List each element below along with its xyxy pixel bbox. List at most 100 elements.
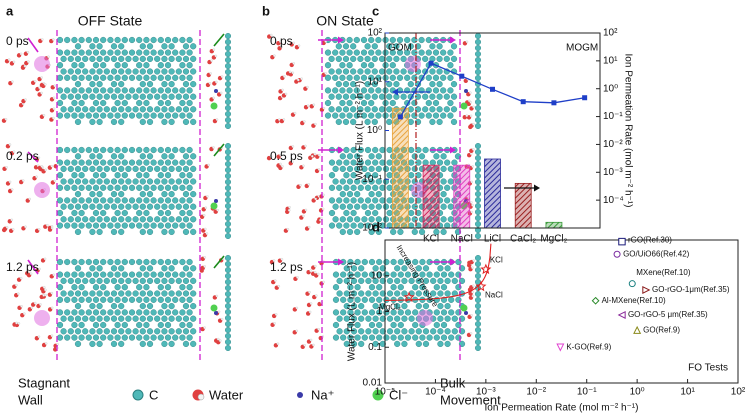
carbon-atom <box>121 62 128 69</box>
carbon-atom <box>353 36 360 44</box>
carbon-atom <box>164 334 172 341</box>
carbon-atom <box>60 106 67 113</box>
electrode-atom <box>475 122 482 129</box>
carbon-atom <box>92 334 100 341</box>
carbon-atom <box>71 146 78 154</box>
carbon-atom <box>125 315 132 322</box>
point-label: GO-rGO-5 μm(Ref.35) <box>628 310 708 319</box>
carbon-atom <box>182 68 190 75</box>
carbon-atom <box>136 309 143 316</box>
carbon-atom <box>354 321 361 329</box>
bar <box>422 164 440 229</box>
water-hydrogen <box>465 40 469 44</box>
carbon-atom <box>100 74 107 81</box>
carbon-atom <box>157 222 164 229</box>
water-hydrogen <box>277 284 281 288</box>
carbon-atom <box>328 159 336 166</box>
carbon-atom <box>179 309 186 316</box>
water-hydrogen <box>15 283 18 287</box>
carbon-atom <box>103 290 110 297</box>
carbon-atom <box>60 93 67 100</box>
point-label: MXene(Ref.10) <box>636 268 691 277</box>
carbon-atom <box>89 118 96 126</box>
carbon-atom <box>179 172 186 179</box>
carbon-atom <box>404 309 412 316</box>
carbon-atom <box>378 55 386 63</box>
carbon-atom <box>56 184 64 191</box>
carbon-atom <box>415 340 422 348</box>
carbon-atom <box>179 146 186 154</box>
electrode-atom <box>475 214 482 221</box>
carbon-atom <box>74 68 82 75</box>
carbon-atom <box>360 62 368 69</box>
water-hydrogen <box>295 329 298 333</box>
carbon-atom <box>358 315 365 322</box>
water-hydrogen <box>26 51 30 54</box>
carbon-atom <box>335 93 342 100</box>
water-hydrogen <box>469 114 473 118</box>
carbon-atom <box>397 334 404 341</box>
legend-label: Na⁺ <box>311 387 334 402</box>
x-tick-label: NaCl <box>451 234 473 245</box>
x-tick-label: LiCl <box>484 234 501 245</box>
carbon-atom <box>85 197 92 204</box>
carbon-atom <box>168 153 175 160</box>
carbon-atom <box>175 165 182 173</box>
carbon-atom <box>121 184 128 191</box>
point <box>613 250 621 258</box>
carbon-atom <box>354 165 361 173</box>
carbon-atom <box>96 178 103 185</box>
carbon-atom <box>364 68 371 75</box>
carbon-atom <box>121 74 128 81</box>
carbon-atom <box>114 49 121 56</box>
carbon-atom <box>150 222 157 229</box>
carbon-atom <box>360 99 368 107</box>
carbon-atom <box>179 284 186 291</box>
water-hydrogen <box>279 40 282 43</box>
carbon-atom <box>146 277 154 285</box>
carbon-atom <box>121 222 128 229</box>
carbon-atom <box>136 146 143 154</box>
carbon-atom <box>85 334 92 341</box>
point <box>628 280 636 288</box>
carbon-atom <box>71 87 78 94</box>
carbon-atom <box>175 178 182 185</box>
carbon-atom <box>89 290 96 297</box>
panel-title: ON State <box>316 13 374 29</box>
legend-icon <box>132 389 144 401</box>
point <box>591 296 600 305</box>
carbon-atom <box>172 159 179 166</box>
water-hydrogen <box>42 286 46 289</box>
highlight <box>417 310 433 326</box>
carbon-atom <box>404 36 411 44</box>
carbon-atom <box>376 309 383 316</box>
carbon-atom <box>125 55 132 63</box>
carbon-atom <box>419 258 426 266</box>
carbon-atom <box>425 99 432 107</box>
point <box>618 237 626 246</box>
carbon-atom <box>71 99 78 107</box>
carbon-atom <box>110 43 118 50</box>
carbon-atom <box>125 165 132 173</box>
water-hydrogen <box>303 120 306 123</box>
carbon-atom <box>128 296 136 303</box>
water-hydrogen <box>50 334 54 337</box>
carbon-atom <box>114 74 121 81</box>
carbon-atom <box>146 43 154 50</box>
carbon-atom <box>172 146 179 154</box>
carbon-atom <box>78 146 85 154</box>
carbon-atom <box>368 203 375 210</box>
carbon-atom <box>107 87 114 94</box>
carbon-atom <box>164 197 172 204</box>
carbon-atom <box>379 197 386 204</box>
carbon-atom <box>347 258 354 266</box>
carbon-atom <box>168 93 175 100</box>
carbon-atom <box>408 315 415 322</box>
legend-wall: Stagnant <box>18 375 70 390</box>
carbon-atom <box>150 258 157 266</box>
legend-icon <box>372 389 384 401</box>
carbon-atom <box>96 340 103 348</box>
carbon-atom <box>161 290 168 297</box>
carbon-atom <box>360 87 368 94</box>
x-tick-label: MgCl₂ <box>540 234 567 245</box>
